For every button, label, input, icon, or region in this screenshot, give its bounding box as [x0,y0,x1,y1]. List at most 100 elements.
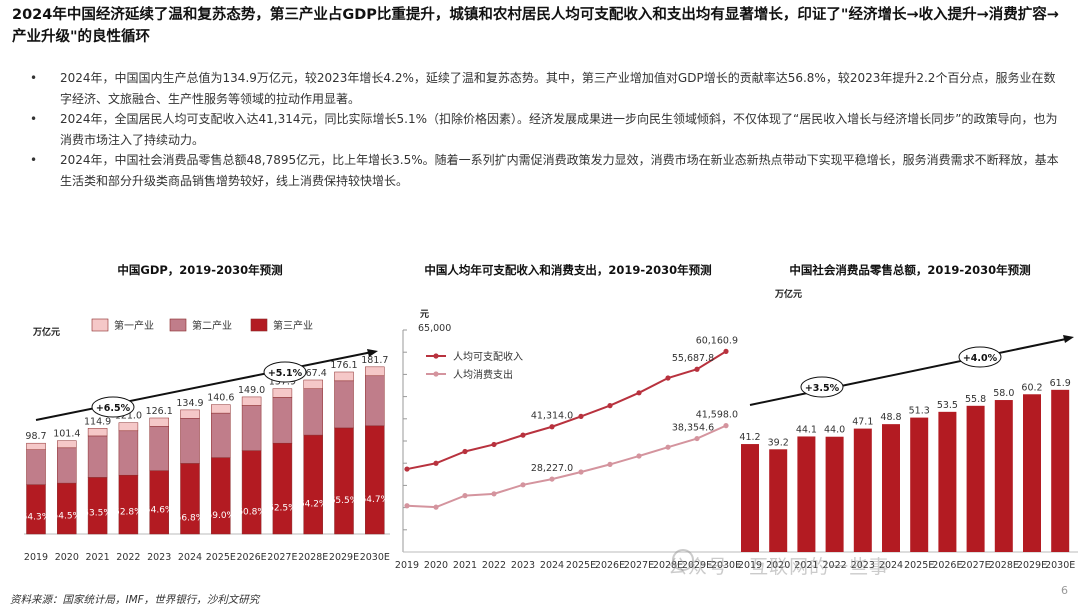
income-x-tick: 2026E [595,560,625,571]
income-point [607,403,613,409]
retail-bar [910,417,929,552]
income-legend-marker [433,353,439,359]
gdp-bar-segment [365,375,385,427]
gdp-x-tick: 2022 [116,552,140,563]
retail-x-tick: 2022 [823,560,847,571]
income-point [520,432,526,438]
gdp-total-label: 167.4 [300,368,327,379]
income-point [491,441,497,448]
retail-growth-label: +3.5% [805,383,840,394]
retail-x-tick: 2021 [794,560,818,571]
retail-value-label: 39.2 [768,437,789,448]
retail-bar [797,436,816,552]
income-unit-label: 元 [420,309,429,320]
gdp-share-label: 52.8% [114,508,143,518]
retail-unit-label: 万亿元 [774,288,802,300]
retail-value-label: 48.8 [880,412,901,423]
page-headline: 2024年中国经济延续了温和复苏态势，第三产业占GDP比重提升，城镇和农村居民人… [12,7,1059,45]
income-x-tick: 2030E [711,560,741,571]
retail-x-tick: 2029E [1017,560,1047,571]
page-number: 6 [1061,584,1068,597]
income-point [665,375,671,381]
gdp-share-label: 54.3% [22,512,51,522]
retail-value-label: 61.9 [1050,378,1071,389]
gdp-total-label: 98.7 [25,431,46,442]
gdp-bar-segment [303,379,323,389]
retail-bar [994,400,1013,552]
gdp-unit-label: 万亿元 [32,326,60,338]
gdp-bar-segment [87,428,108,437]
gdp-share-label: 54.6% [145,505,174,515]
income-point [404,503,410,509]
income-point [462,493,468,499]
income-legend-label: 人均可支配收入 [453,350,523,363]
gdp-share-label: 53.5% [83,509,112,519]
income-x-tick: 2023 [511,560,535,571]
gdp-bar-segment [211,404,231,414]
income-data-label: 41,314.0 [531,411,573,422]
gdp-bar-segment [26,484,46,535]
gdp-legend-label: 第三产业 [273,319,313,332]
retail-value-label: 47.1 [852,417,873,428]
gdp-bar-segment [149,470,169,535]
gdp-total-label: 181.7 [361,355,388,366]
retail-x-tick: 2020 [766,560,790,571]
income-point [404,466,410,472]
income-series-line [406,424,727,509]
income-x-tick: 2028E [653,560,683,571]
retail-growth-badge [800,376,844,398]
gdp-x-tick: 2029E [329,552,359,563]
income-data-label: 38,354.6 [672,423,714,434]
gdp-bar-segment [149,417,169,427]
gdp-bar-segment [241,405,262,451]
gdp-bar-segment [26,442,46,450]
gdp-x-tick: 2028E [298,552,328,563]
income-legend-label: 人均消费支出 [453,368,513,381]
retail-x-tick: 2026E [932,560,962,571]
gdp-x-tick: 2026E [237,552,267,563]
retail-trend-arrowhead [1063,335,1074,343]
gdp-legend-label: 第二产业 [192,319,232,332]
gdp-x-tick: 2021 [86,552,110,563]
gdp-share-label: 59.0% [207,511,236,521]
gdp-total-label: 114.9 [84,416,111,427]
gdp-share-label: 54.5% [53,512,82,522]
gdp-bar-segment [26,449,46,485]
gdp-bar-segment [334,427,354,535]
retail-x-tick: 2023 [851,560,875,571]
gdp-bar-segment [118,474,139,535]
income-series-line [406,350,727,471]
income-data-label: 60,160.9 [696,335,738,346]
gdp-bar-segment [87,477,108,535]
gdp-legend-swatch [91,318,109,332]
gdp-growth-label: +5.1% [268,368,303,379]
retail-bar [1023,394,1041,552]
bullet-retail: 2024年，中国社会消费品零售总额48,7895亿元，比上年增长3.5%。随着一… [30,150,1060,191]
gdp-growth-badge [91,396,135,418]
gdp-share-label: 60.8% [237,507,266,517]
retail-bar [853,428,872,552]
income-data-label: 28,227.0 [531,463,573,474]
gdp-bar-segment [241,396,262,406]
gdp-bar-segment [241,450,262,535]
income-point [578,413,584,419]
gdp-legend-swatch [250,318,268,332]
gdp-total-label: 134.9 [176,398,203,409]
retail-value-label: 60.2 [1021,382,1042,393]
bullet-gdp: 2024年，中国国内生产总值为134.9万亿元，较2023年增长4.2%，延续了… [30,68,1060,109]
retail-x-tick: 2028E [989,560,1019,571]
gdp-bar-segment [87,435,108,478]
gdp-bar-segment [272,397,293,444]
income-x-tick: 2024 [540,560,564,571]
gdp-bar-segment [180,409,200,419]
gdp-x-tick: 2025E [206,552,236,563]
bullet-income: 2024年，全国居民人均可支配收入达41,314元，同比实际增长5.1%（扣除价… [30,109,1060,150]
income-data-label: 55,687.8 [672,353,714,364]
gdp-total-label: 126.1 [146,406,173,417]
income-point [636,390,642,396]
retail-x-tick: 2024 [879,560,903,571]
gdp-legend-label: 第一产业 [114,319,154,332]
retail-x-tick: 2025E [904,560,934,571]
retail-value-label: 41.2 [739,432,760,443]
